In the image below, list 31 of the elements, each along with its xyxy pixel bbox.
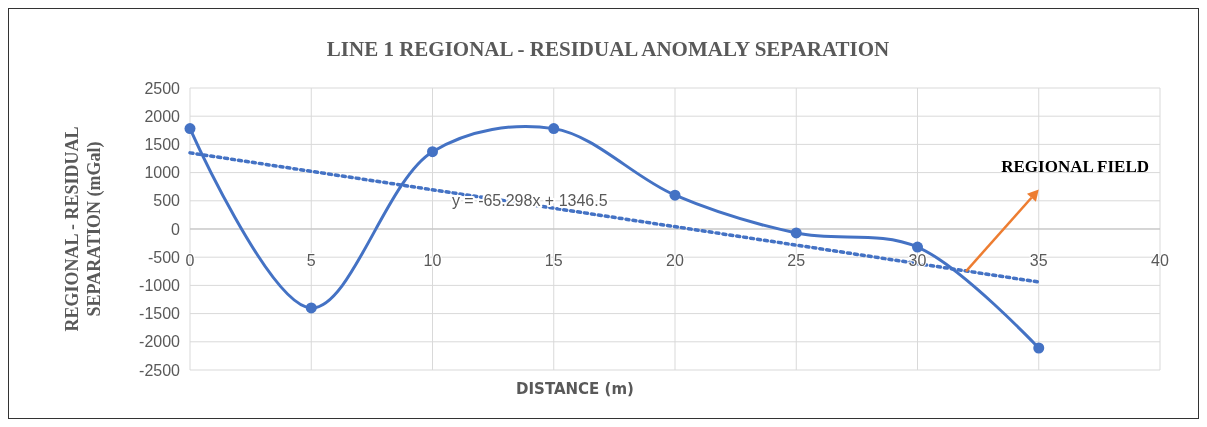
y-tick-label: 1000	[144, 164, 181, 182]
x-tick-label: 35	[1029, 252, 1048, 269]
x-axis-title: DISTANCE (m)	[516, 380, 634, 398]
point	[912, 241, 923, 253]
x-tick-label: 5	[306, 252, 316, 269]
x-tick-label: 0	[185, 252, 195, 269]
point	[427, 146, 438, 158]
y-tick-label: 2000	[144, 107, 181, 125]
y-tick-label: -2000	[139, 333, 181, 351]
x-tick-label: 15	[544, 252, 563, 269]
y-tick-label: 1500	[144, 136, 181, 153]
y-tick-label: -500	[147, 248, 181, 266]
chart-title: LINE 1 REGIONAL - RESIDUAL ANOMALY SEPARATION	[326, 37, 890, 61]
point	[669, 189, 681, 201]
point	[184, 123, 196, 135]
x-tick-label: 20	[666, 252, 684, 269]
x-tick-label: 10	[423, 252, 442, 269]
x-tick-label: 40	[1151, 252, 1169, 269]
y-tick-label: 0	[171, 220, 181, 238]
y-tick-label: -1000	[139, 277, 181, 294]
x-tick-label: 25	[787, 252, 806, 269]
annotation: REGIONAL FIELD	[1001, 156, 1150, 176]
point	[305, 302, 317, 314]
point	[548, 123, 560, 135]
y-tick-label: -1500	[139, 305, 181, 323]
y-axis-title: REGIONAL - RESIDUAL SEPARATION (mGal)	[62, 126, 105, 332]
y-tick-label: 500	[153, 192, 181, 210]
y-tick-label: 2500	[144, 79, 181, 97]
point	[1033, 342, 1045, 354]
y-tick-label: -2500	[139, 361, 181, 379]
point	[790, 227, 802, 239]
